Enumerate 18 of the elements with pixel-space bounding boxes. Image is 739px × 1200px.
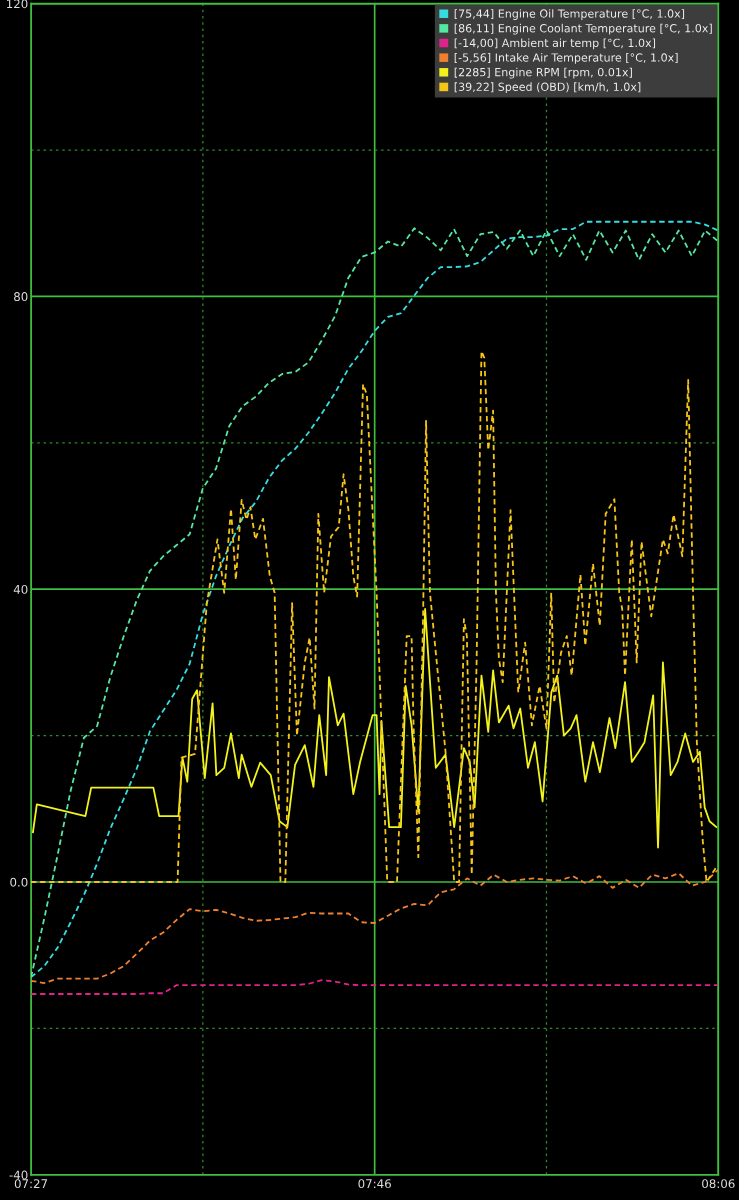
y-tick-label: 0.0	[10, 877, 28, 887]
line-series	[32, 608, 718, 849]
line-series	[31, 979, 719, 995]
x-tick-label: 07:27	[14, 1179, 48, 1189]
y-tick-label: -40	[9, 1170, 28, 1180]
legend-label: [-14,00] Ambient air temp [°C, 1.0x]	[454, 38, 656, 50]
y-tick-label: 80	[14, 292, 28, 302]
y-tick-label: 120	[7, 0, 28, 9]
line-series	[31, 868, 719, 984]
legend-label: [39,22] Speed (OBD) [km/h, 1.0x]	[454, 82, 641, 94]
y-tick-label: 40	[13, 584, 28, 594]
legend-label: [-5,56] Intake Air Temperature [°C, 1.0x]	[454, 53, 678, 64]
x-tick-label: 07:46	[358, 1179, 391, 1189]
legend-label: [75,44] Engine Oil Temperature [°C, 1.0x]	[454, 9, 685, 20]
x-tick-label: 08:06	[702, 1179, 735, 1189]
legend-label: [2285] Engine RPM [rpm, 0.01x]	[454, 67, 632, 79]
legend-label: [86,11] Engine Coolant Temperature [°C, 1.0x]	[454, 23, 712, 35]
line-series	[31, 350, 718, 883]
